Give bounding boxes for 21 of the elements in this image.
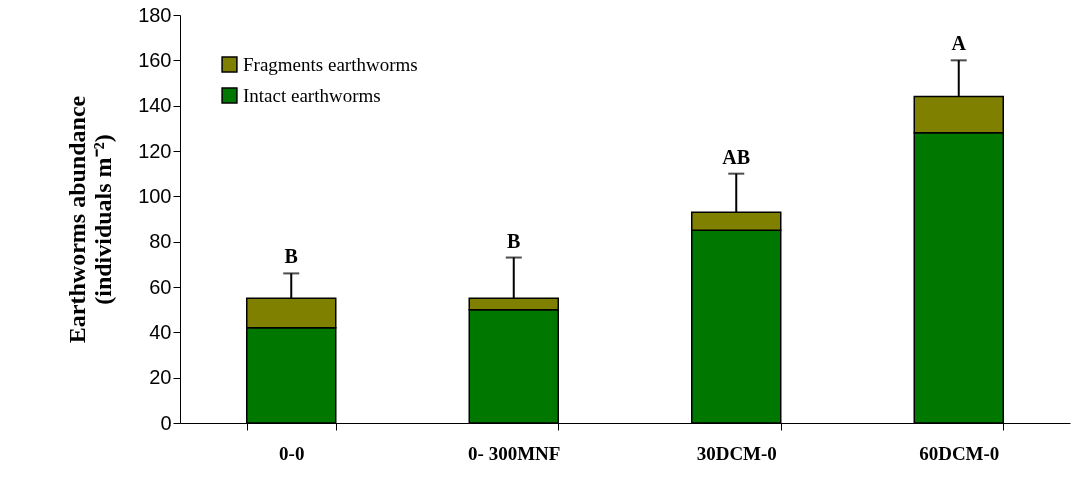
- y-tick-label: 0: [160, 411, 172, 434]
- y-tick-label: 160: [138, 48, 172, 71]
- annotation: B: [284, 245, 298, 268]
- legend-label: Intact earthworms: [243, 84, 381, 106]
- y-tick-label: 100: [138, 184, 172, 207]
- y-tick-label: 80: [149, 230, 172, 253]
- x-tick-label: 0-0: [279, 442, 305, 464]
- x-tick-label: 0- 300MNF: [468, 442, 561, 464]
- x-tick-label: 60DCM-0: [919, 442, 1000, 464]
- annotation: AB: [722, 145, 751, 168]
- y-tick-label: 20: [149, 366, 172, 389]
- x-tick-label: 30DCM-0: [696, 442, 777, 464]
- y-tick-label: 40: [149, 320, 172, 343]
- y-tick-label: 140: [138, 94, 172, 117]
- annotation: B: [507, 229, 521, 252]
- legend-label: Fragments earthworms: [243, 53, 418, 75]
- y-tick-label: 180: [138, 3, 172, 26]
- y-tick-label: 60: [149, 275, 172, 298]
- annotation: A: [951, 32, 967, 55]
- y-axis-title: Earthworms abundance (individuals m⁻²): [64, 95, 117, 344]
- y-tick-label: 120: [138, 139, 172, 162]
